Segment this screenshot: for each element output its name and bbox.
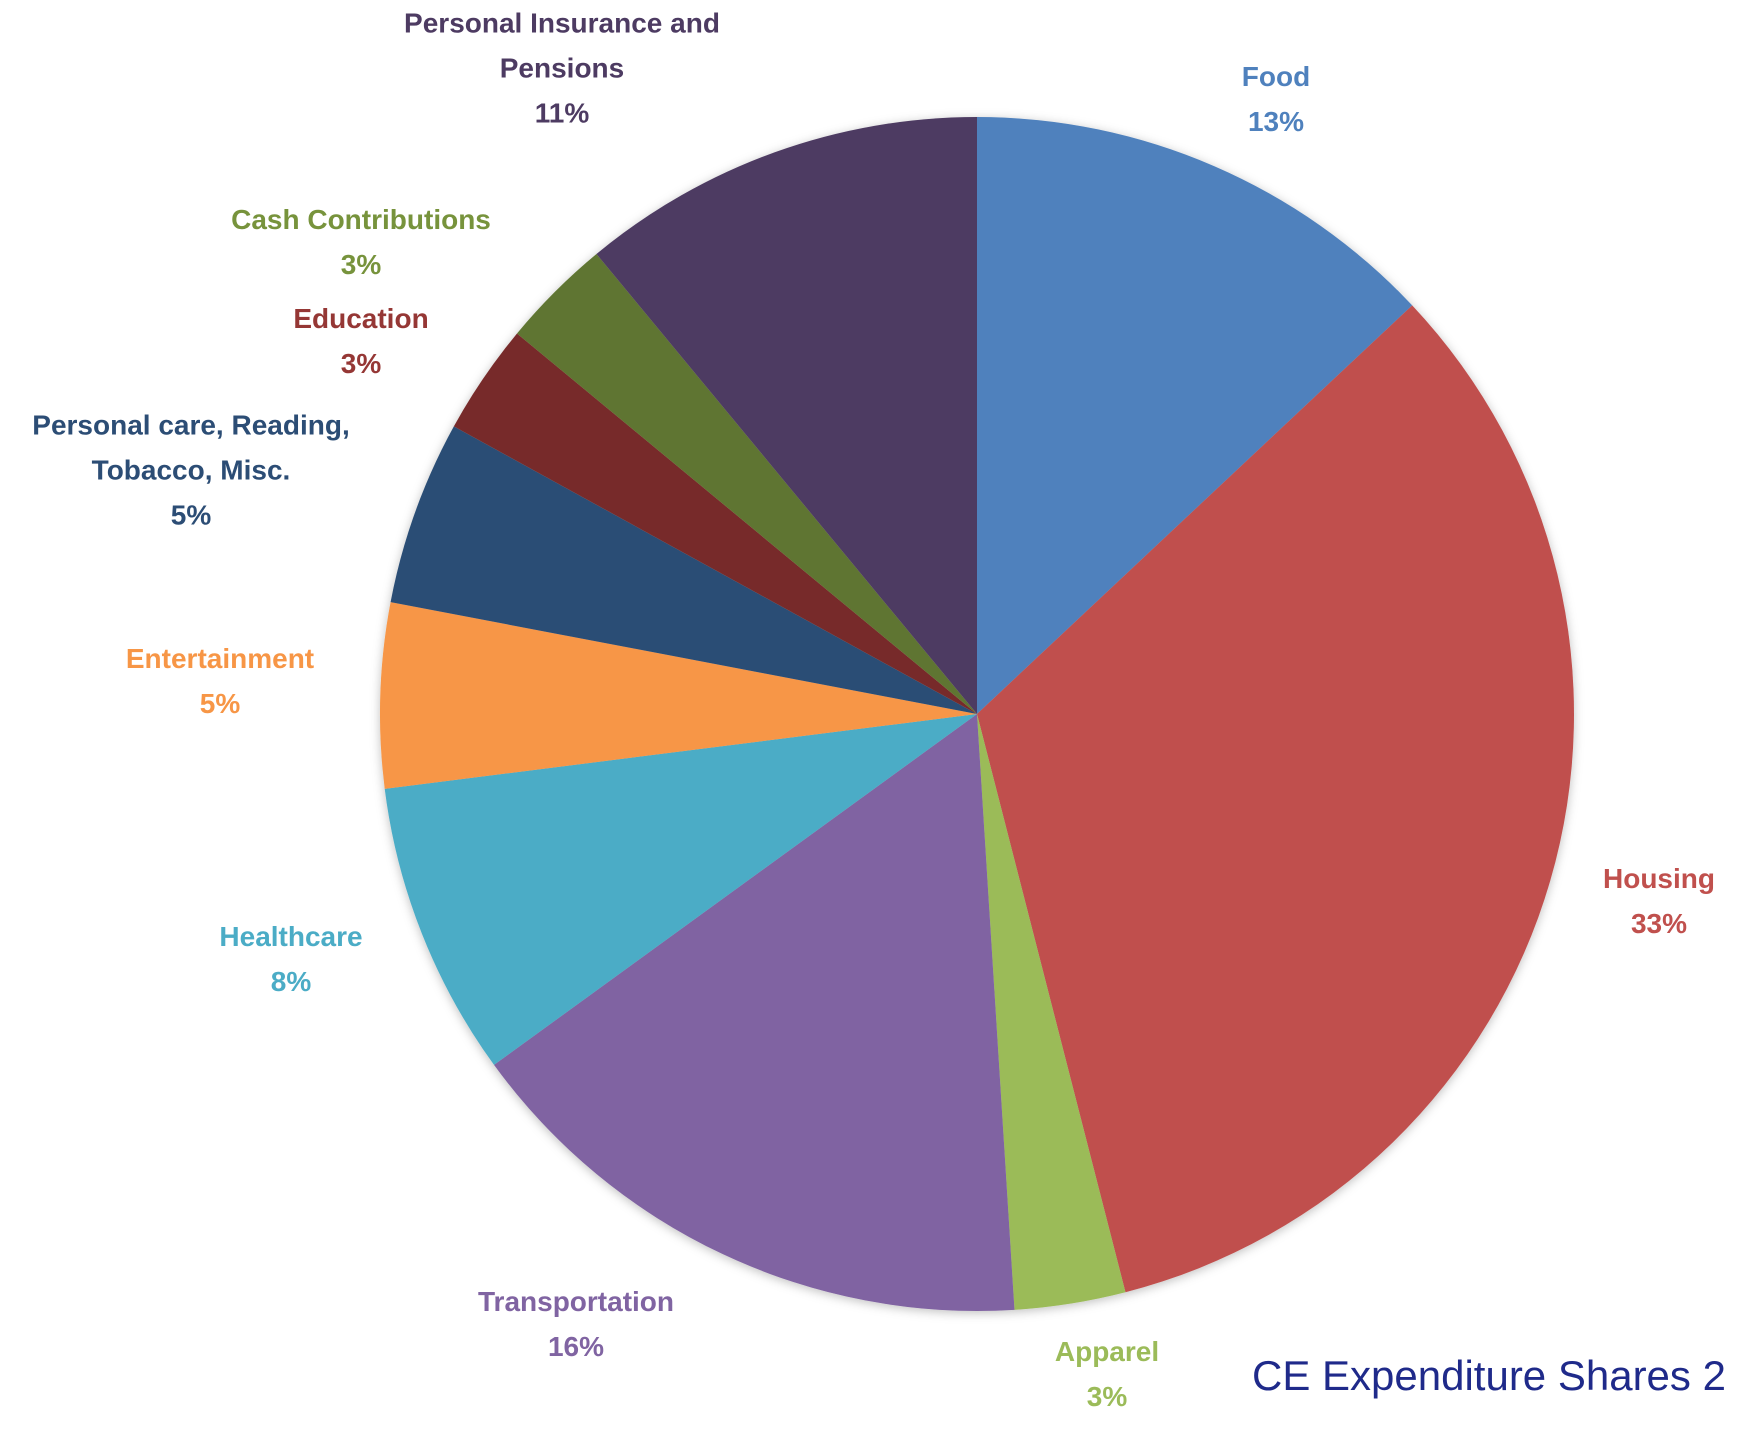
- slice-label: Healthcare 8%: [166, 914, 416, 1004]
- pie-slice: [453, 333, 977, 714]
- pie-slice: [517, 254, 977, 714]
- slice-label: Food 13%: [1176, 54, 1376, 144]
- slice-label: Housing 33%: [1559, 856, 1740, 946]
- category-label: Personal Insurance and Pensions: [404, 7, 720, 84]
- pie-slice: [977, 305, 1574, 1293]
- slice-label: Transportation 16%: [426, 1279, 726, 1369]
- value-label: 5%: [199, 688, 241, 719]
- category-label: Healthcare: [219, 921, 363, 952]
- pie-slice: [977, 117, 1413, 714]
- pie-slice: [380, 602, 977, 789]
- category-label: Housing: [1603, 863, 1715, 894]
- slice-label: Apparel 3%: [1007, 1329, 1207, 1419]
- pie-slice: [494, 714, 1015, 1311]
- value-label: 3%: [340, 348, 382, 379]
- slice-label: Cash Contributions 3%: [191, 197, 531, 287]
- value-label: 5%: [170, 499, 212, 531]
- slice-label: Personal Insurance and Pensions 11%: [372, 1, 752, 136]
- category-label: Food: [1241, 61, 1311, 92]
- category-label: Entertainment: [125, 643, 315, 674]
- value-label: 11%: [534, 97, 590, 129]
- value-label: 3%: [340, 249, 382, 280]
- pie-slice: [596, 116, 977, 714]
- slice-label: Education 3%: [236, 296, 486, 386]
- value-label: 16%: [547, 1331, 605, 1362]
- category-label: Transportation: [477, 1286, 674, 1317]
- slice-label: Personal care, Reading, Tobacco, Misc. 5%: [1, 403, 381, 538]
- value-label: 13%: [1247, 106, 1305, 137]
- pie-slice: [977, 714, 1126, 1310]
- value-label: 33%: [1630, 908, 1688, 939]
- caption: CE Expenditure Shares 2: [1252, 1352, 1726, 1399]
- category-label: Education: [293, 303, 429, 334]
- pie-slice: [390, 426, 977, 714]
- category-label: Cash Contributions: [231, 204, 491, 235]
- slice-label: Entertainment 5%: [70, 636, 370, 726]
- pie: [380, 116, 1574, 1311]
- value-label: 3%: [1086, 1381, 1128, 1412]
- pie-slice: [384, 714, 977, 1065]
- category-label: Personal care, Reading, Tobacco, Misc.: [32, 409, 350, 486]
- category-label: Apparel: [1054, 1336, 1160, 1367]
- value-label: 8%: [270, 966, 312, 997]
